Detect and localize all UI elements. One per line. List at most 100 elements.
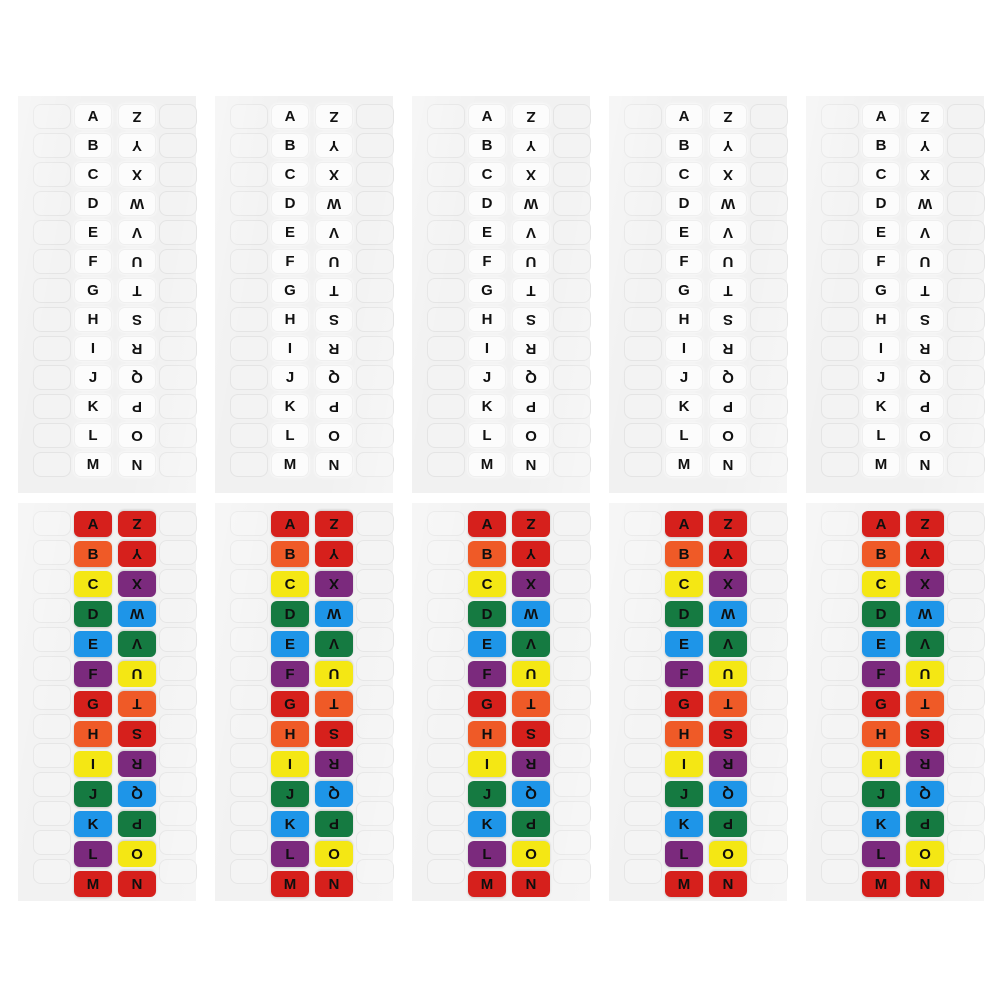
- letter-sticker-h[interactable]: H: [862, 721, 900, 747]
- letter-sticker-o[interactable]: O: [118, 423, 156, 448]
- empty-sticker-slot[interactable]: [427, 569, 465, 594]
- empty-sticker-slot[interactable]: [821, 365, 859, 390]
- empty-sticker-slot[interactable]: [750, 162, 788, 187]
- letter-sticker-h[interactable]: H: [665, 721, 703, 747]
- empty-sticker-slot[interactable]: [356, 394, 394, 419]
- empty-sticker-slot[interactable]: [33, 307, 71, 332]
- empty-sticker-slot[interactable]: [33, 540, 71, 565]
- letter-sticker-m[interactable]: M: [468, 452, 506, 477]
- letter-sticker-l[interactable]: L: [271, 423, 309, 448]
- letter-sticker-q[interactable]: Q: [118, 365, 156, 390]
- letter-sticker-p[interactable]: P: [118, 394, 156, 419]
- letter-sticker-x[interactable]: X: [118, 571, 156, 597]
- empty-sticker-slot[interactable]: [159, 220, 197, 245]
- letter-sticker-y[interactable]: Y: [906, 133, 944, 158]
- letter-sticker-z[interactable]: Z: [315, 511, 353, 537]
- letter-sticker-e[interactable]: E: [74, 631, 112, 657]
- empty-sticker-slot[interactable]: [821, 685, 859, 710]
- letter-sticker-u[interactable]: U: [315, 661, 353, 687]
- letter-sticker-v[interactable]: V: [709, 631, 747, 657]
- letter-sticker-k[interactable]: K: [665, 394, 703, 419]
- letter-sticker-g[interactable]: G: [862, 278, 900, 303]
- letter-sticker-p[interactable]: P: [709, 811, 747, 837]
- empty-sticker-slot[interactable]: [159, 452, 197, 477]
- letter-sticker-u[interactable]: U: [118, 661, 156, 687]
- letter-sticker-x[interactable]: X: [709, 571, 747, 597]
- empty-sticker-slot[interactable]: [821, 249, 859, 274]
- empty-sticker-slot[interactable]: [427, 220, 465, 245]
- letter-sticker-p[interactable]: P: [118, 811, 156, 837]
- letter-sticker-f[interactable]: F: [74, 249, 112, 274]
- letter-sticker-m[interactable]: M: [862, 871, 900, 897]
- empty-sticker-slot[interactable]: [427, 336, 465, 361]
- letter-sticker-v[interactable]: V: [512, 220, 550, 245]
- letter-sticker-r[interactable]: R: [906, 336, 944, 361]
- empty-sticker-slot[interactable]: [356, 685, 394, 710]
- letter-sticker-i[interactable]: I: [468, 336, 506, 361]
- empty-sticker-slot[interactable]: [821, 394, 859, 419]
- empty-sticker-slot[interactable]: [159, 133, 197, 158]
- letter-sticker-l[interactable]: L: [862, 423, 900, 448]
- empty-sticker-slot[interactable]: [33, 249, 71, 274]
- letter-sticker-g[interactable]: G: [271, 278, 309, 303]
- empty-sticker-slot[interactable]: [624, 656, 662, 681]
- letter-sticker-g[interactable]: G: [468, 691, 506, 717]
- empty-sticker-slot[interactable]: [159, 656, 197, 681]
- letter-sticker-f[interactable]: F: [271, 249, 309, 274]
- letter-sticker-w[interactable]: W: [709, 191, 747, 216]
- empty-sticker-slot[interactable]: [230, 743, 268, 768]
- empty-sticker-slot[interactable]: [427, 307, 465, 332]
- empty-sticker-slot[interactable]: [33, 569, 71, 594]
- empty-sticker-slot[interactable]: [821, 162, 859, 187]
- empty-sticker-slot[interactable]: [624, 540, 662, 565]
- letter-sticker-h[interactable]: H: [74, 307, 112, 332]
- empty-sticker-slot[interactable]: [821, 743, 859, 768]
- empty-sticker-slot[interactable]: [33, 191, 71, 216]
- empty-sticker-slot[interactable]: [159, 859, 197, 884]
- letter-sticker-q[interactable]: Q: [906, 365, 944, 390]
- empty-sticker-slot[interactable]: [947, 743, 985, 768]
- letter-sticker-x[interactable]: X: [512, 571, 550, 597]
- empty-sticker-slot[interactable]: [230, 220, 268, 245]
- empty-sticker-slot[interactable]: [947, 191, 985, 216]
- empty-sticker-slot[interactable]: [750, 598, 788, 623]
- letter-sticker-j[interactable]: J: [862, 781, 900, 807]
- letter-sticker-t[interactable]: T: [709, 278, 747, 303]
- letter-sticker-n[interactable]: N: [709, 871, 747, 897]
- empty-sticker-slot[interactable]: [821, 714, 859, 739]
- empty-sticker-slot[interactable]: [750, 627, 788, 652]
- empty-sticker-slot[interactable]: [159, 394, 197, 419]
- letter-sticker-t[interactable]: T: [709, 691, 747, 717]
- empty-sticker-slot[interactable]: [750, 423, 788, 448]
- letter-sticker-y[interactable]: Y: [512, 133, 550, 158]
- empty-sticker-slot[interactable]: [750, 336, 788, 361]
- empty-sticker-slot[interactable]: [750, 394, 788, 419]
- letter-sticker-a[interactable]: A: [665, 104, 703, 129]
- empty-sticker-slot[interactable]: [750, 133, 788, 158]
- empty-sticker-slot[interactable]: [230, 307, 268, 332]
- letter-sticker-s[interactable]: S: [118, 307, 156, 332]
- letter-sticker-m[interactable]: M: [862, 452, 900, 477]
- empty-sticker-slot[interactable]: [553, 656, 591, 681]
- empty-sticker-slot[interactable]: [624, 162, 662, 187]
- letter-sticker-o[interactable]: O: [709, 841, 747, 867]
- empty-sticker-slot[interactable]: [230, 191, 268, 216]
- letter-sticker-b[interactable]: B: [468, 541, 506, 567]
- letter-sticker-c[interactable]: C: [468, 162, 506, 187]
- letter-sticker-q[interactable]: Q: [906, 781, 944, 807]
- empty-sticker-slot[interactable]: [427, 685, 465, 710]
- empty-sticker-slot[interactable]: [427, 452, 465, 477]
- empty-sticker-slot[interactable]: [553, 336, 591, 361]
- empty-sticker-slot[interactable]: [427, 801, 465, 826]
- empty-sticker-slot[interactable]: [624, 336, 662, 361]
- empty-sticker-slot[interactable]: [624, 423, 662, 448]
- letter-sticker-e[interactable]: E: [665, 631, 703, 657]
- letter-sticker-s[interactable]: S: [512, 307, 550, 332]
- letter-sticker-i[interactable]: I: [271, 751, 309, 777]
- letter-sticker-y[interactable]: Y: [315, 541, 353, 567]
- letter-sticker-d[interactable]: D: [862, 601, 900, 627]
- empty-sticker-slot[interactable]: [159, 162, 197, 187]
